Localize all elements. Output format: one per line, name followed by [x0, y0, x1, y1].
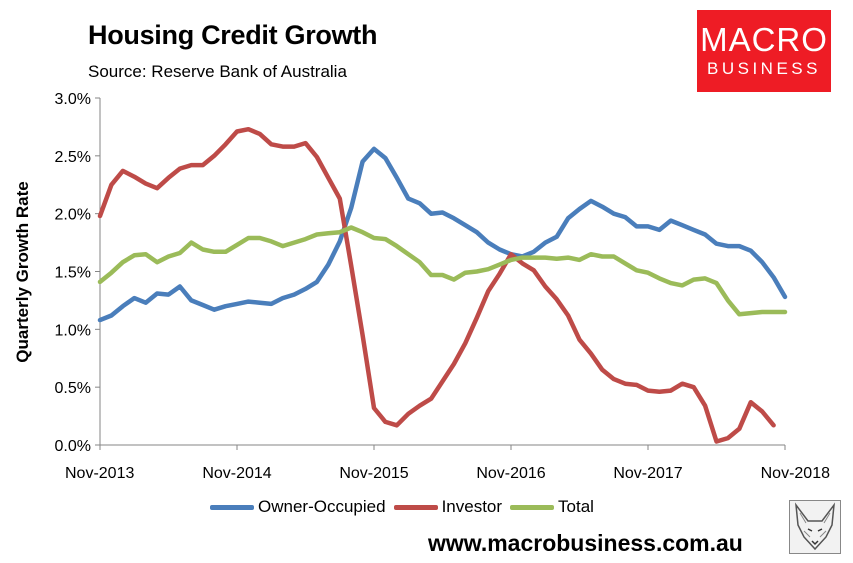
- chart-axes: 0.0% 0.5% 1.0% 1.5% 2.0% 2.5% 3.0% Nov-2013 Nov-…: [55, 91, 831, 482]
- legend-item-investor: Investor: [393, 497, 503, 517]
- legend-swatch-investor: [393, 504, 438, 510]
- y-tick-label: 2.5%: [55, 149, 91, 166]
- macrobusiness-logo: MACRO BUSINESS: [697, 10, 831, 92]
- x-tick-label: Nov-2014: [202, 465, 271, 482]
- y-tick-label: 0.5%: [55, 380, 91, 397]
- chart-subtitle: Source: Reserve Bank of Australia: [88, 62, 347, 81]
- x-tick-label: Nov-2016: [476, 465, 545, 482]
- series-line-total: [97, 225, 788, 317]
- logo-line-1: MACRO: [700, 21, 828, 58]
- y-tick-label: 3.0%: [55, 91, 91, 108]
- series-line-investor: [97, 126, 776, 444]
- legend-label-investor: Investor: [441, 497, 503, 516]
- legend-item-owner-occupied: Owner-Occupied: [210, 497, 386, 517]
- x-tick-label: Nov-2015: [339, 465, 408, 482]
- logo-line-2: BUSINESS: [707, 59, 821, 78]
- legend-label-owner-occupied: Owner-Occupied: [258, 497, 386, 516]
- x-tick-label: Nov-2013: [65, 465, 134, 482]
- fox-mascot-icon: [789, 500, 841, 554]
- legend-swatch-total: [510, 504, 555, 510]
- y-tick-label: 1.0%: [55, 322, 91, 339]
- chart-legend: Owner-Occupied Investor Total: [210, 497, 602, 517]
- chart-series: [97, 126, 788, 444]
- y-tick-label: 1.5%: [55, 265, 91, 282]
- series-line-owner-occupied: [97, 146, 788, 323]
- legend-item-total: Total: [510, 497, 594, 517]
- x-tick-label: Nov-2018: [761, 465, 830, 482]
- website-url: www.macrobusiness.com.au: [428, 530, 743, 556]
- y-tick-label: 0.0%: [55, 438, 91, 455]
- legend-label-total: Total: [558, 497, 594, 516]
- x-tick-label: Nov-2017: [613, 465, 682, 482]
- y-tick-label: 2.0%: [55, 207, 91, 224]
- chart-title: Housing Credit Growth: [88, 20, 378, 50]
- y-axis-label: Quarterly Growth Rate: [13, 181, 32, 362]
- legend-swatch-owner-occupied: [210, 504, 254, 510]
